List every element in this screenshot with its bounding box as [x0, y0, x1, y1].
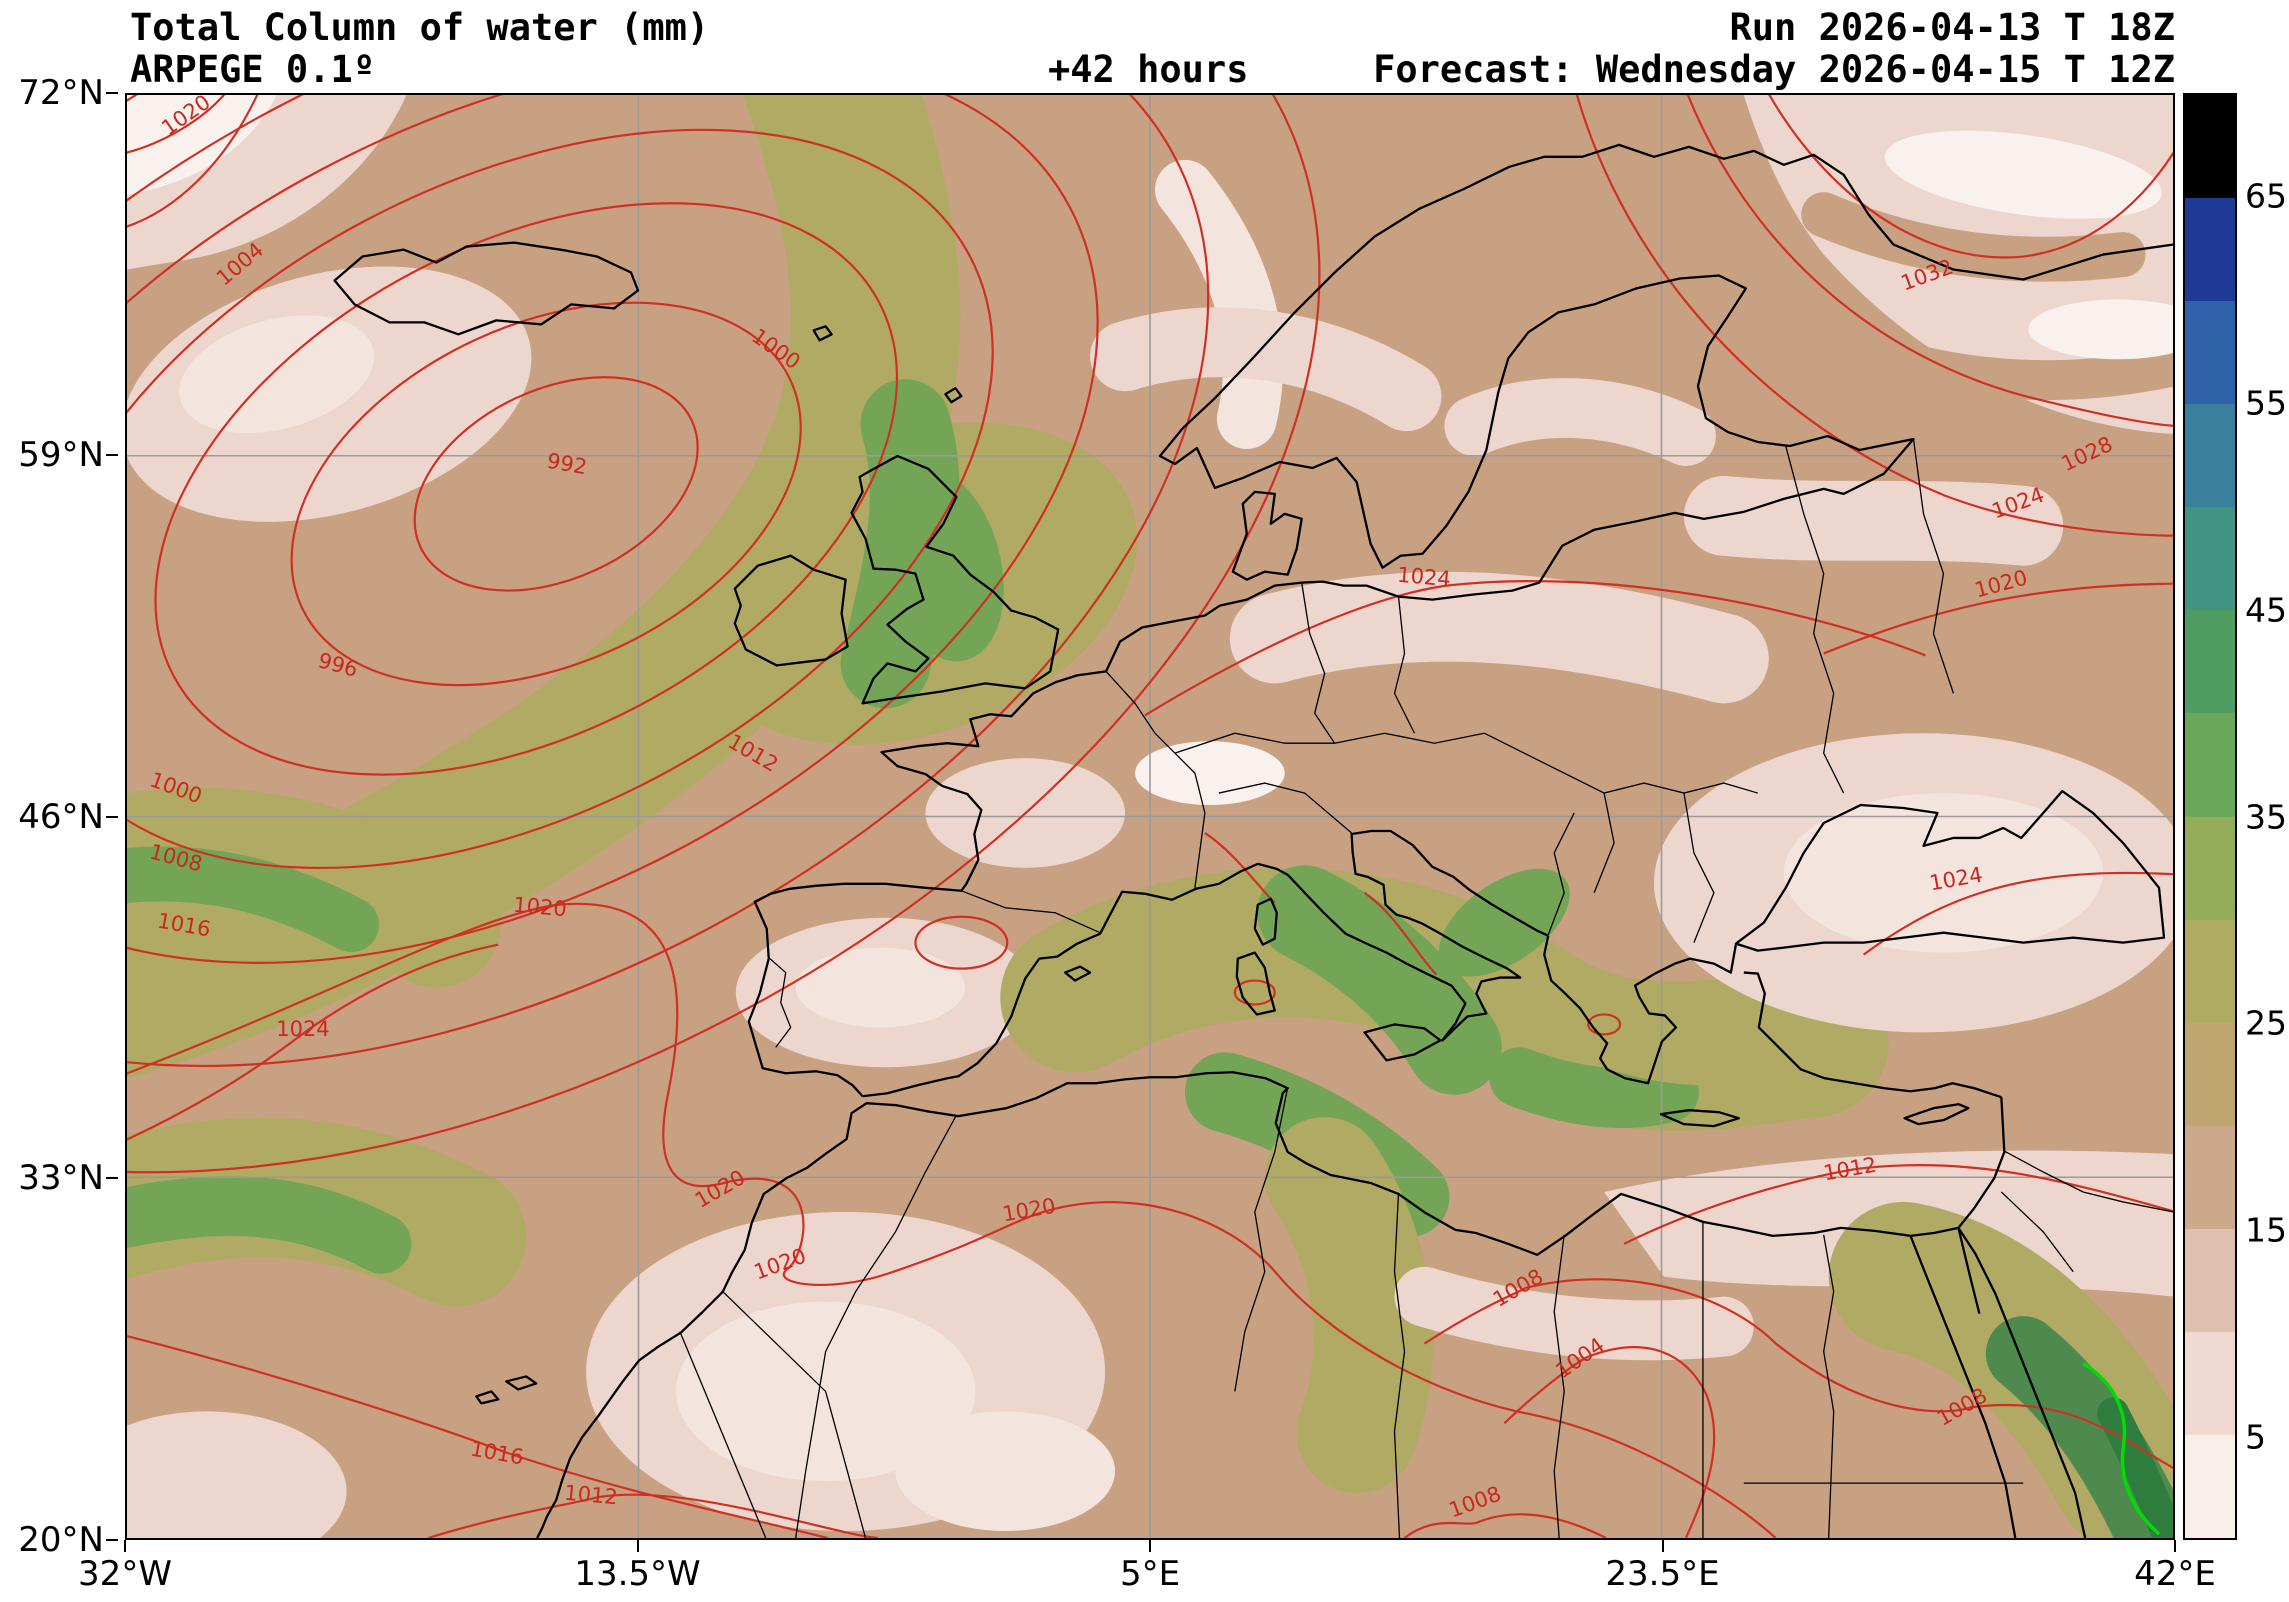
colorbar-tick-labels: 65 55 45 35 25 15 5: [2245, 93, 2289, 1540]
y-tick-mark: [106, 453, 118, 456]
colorbar-tick-label: 35: [2245, 797, 2287, 836]
chart-title: Total Column of water (mm): [130, 6, 710, 49]
colorbar-segment: [2185, 712, 2235, 817]
colorbar-segment: [2185, 1434, 2235, 1538]
x-tick-mark: [636, 1540, 639, 1552]
coastlines: [333, 143, 2173, 1538]
colorbar-segment: [2185, 609, 2235, 714]
x-tick-mark: [2174, 1540, 2176, 1552]
y-tick-label: 33°N: [18, 1158, 104, 1199]
special-moisture-contour: [2082, 1362, 2161, 1536]
x-tick-label: 42°E: [2134, 1554, 2216, 1594]
colorbar-segment: [2185, 1125, 2235, 1229]
colorbar-tick-label: 25: [2245, 1003, 2287, 1043]
colorbar-segment: [2185, 300, 2235, 405]
run-label: Run 2026-04-13 T 18Z: [1729, 6, 2175, 49]
y-tick-mark: [106, 1539, 118, 1541]
latitude-axis: 72°N 59°N 46°N 33°N 20°N: [0, 73, 118, 1560]
lead-time-label: +42 hours: [1048, 48, 1249, 91]
y-tick-mark: [106, 92, 118, 94]
colorbar-segment: [2185, 1228, 2235, 1332]
colorbar-tick-label: 15: [2245, 1210, 2287, 1250]
y-tick-mark: [106, 815, 118, 818]
colorbar-segment: [2185, 815, 2235, 920]
forecast-label: Forecast: Wednesday 2026-04-15 T 12Z: [1373, 48, 2175, 91]
y-tick-mark: [106, 1177, 118, 1180]
country-borders: [679, 438, 2173, 1538]
map-plot-area: 1020 1004 1000 992 996 1000 1008 1012 1016 1020 10…: [125, 90, 2175, 1540]
colorbar-segment: [2185, 403, 2235, 508]
x-tick-label: 5°E: [1119, 1554, 1181, 1594]
colorbar-segment: [2185, 1021, 2235, 1126]
x-tick-label: 32°W: [78, 1554, 172, 1594]
colorbar: [2183, 93, 2237, 1540]
isobar-contours: [127, 95, 2173, 1538]
map-canvas: [127, 95, 2173, 1538]
colorbar-tick-label: 45: [2245, 590, 2287, 630]
colorbar-tick-label: 5: [2245, 1417, 2266, 1457]
colorbar-tick-label: 65: [2245, 176, 2287, 216]
colorbar-segment: [2185, 94, 2235, 199]
x-tick-mark: [124, 1540, 126, 1552]
colorbar-tick-label: 55: [2245, 383, 2287, 423]
x-tick-mark: [1661, 1540, 1664, 1552]
y-tick-label: 72°N: [18, 73, 104, 113]
model-label: ARPEGE 0.1º: [130, 48, 376, 91]
x-tick-label: 23.5°E: [1605, 1554, 1720, 1594]
latlon-gridlines: [127, 95, 2173, 1538]
x-tick-mark: [1149, 1540, 1151, 1552]
y-tick-label: 20°N: [18, 1520, 104, 1560]
longitude-axis: 32°W 13.5°W 5°E 23.5°E 42°E: [78, 1540, 2216, 1600]
colorbar-segment: [2185, 506, 2235, 611]
colorbar-segment: [2185, 197, 2235, 302]
colorbar-segment: [2185, 1331, 2235, 1435]
colorbar-segment: [2185, 918, 2235, 1023]
x-tick-label: 13.5°W: [574, 1554, 701, 1594]
y-tick-label: 46°N: [18, 796, 104, 837]
y-tick-label: 59°N: [18, 434, 104, 475]
